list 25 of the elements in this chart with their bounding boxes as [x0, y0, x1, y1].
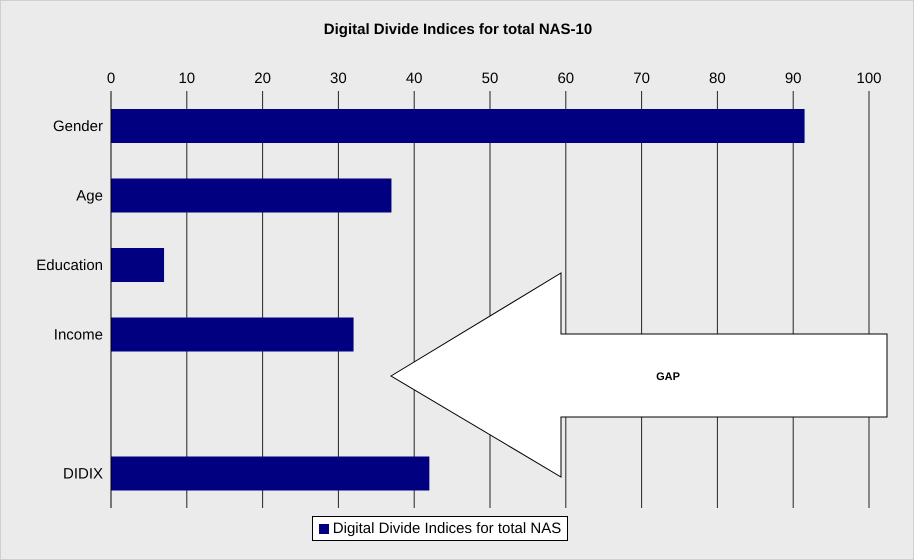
bar — [111, 318, 354, 352]
x-tick-label: 50 — [482, 70, 498, 87]
y-tick-label: Education — [36, 257, 103, 274]
y-tick-label: Income — [54, 326, 103, 344]
arrow-icon: GAP — [390, 272, 889, 478]
x-tick-label: 20 — [254, 70, 271, 87]
x-tick-label: 90 — [784, 70, 802, 87]
y-tick-label: Gender — [52, 118, 103, 136]
bar — [111, 178, 392, 212]
bar — [111, 248, 164, 282]
x-tick-label: 70 — [633, 70, 650, 87]
x-tick-label: 0 — [106, 70, 116, 87]
x-tick-label: 30 — [330, 70, 347, 87]
x-tick-label: 10 — [178, 70, 196, 87]
x-tick-label: 60 — [557, 70, 574, 87]
bar — [111, 109, 805, 143]
annotation: GAP — [656, 371, 680, 383]
chart-title: Digital Divide Indices for total NAS-10 — [322, 21, 594, 38]
x-tick-label: 40 — [406, 70, 423, 87]
x-tick-label: 100 — [856, 70, 882, 87]
y-tick-label: DIDIX — [62, 466, 103, 483]
legend-label: Digital Divide Indices for total NAS — [332, 520, 562, 537]
x-tick-label: 80 — [709, 70, 726, 87]
y-tick-label: Age — [76, 188, 103, 205]
bar — [111, 456, 430, 490]
